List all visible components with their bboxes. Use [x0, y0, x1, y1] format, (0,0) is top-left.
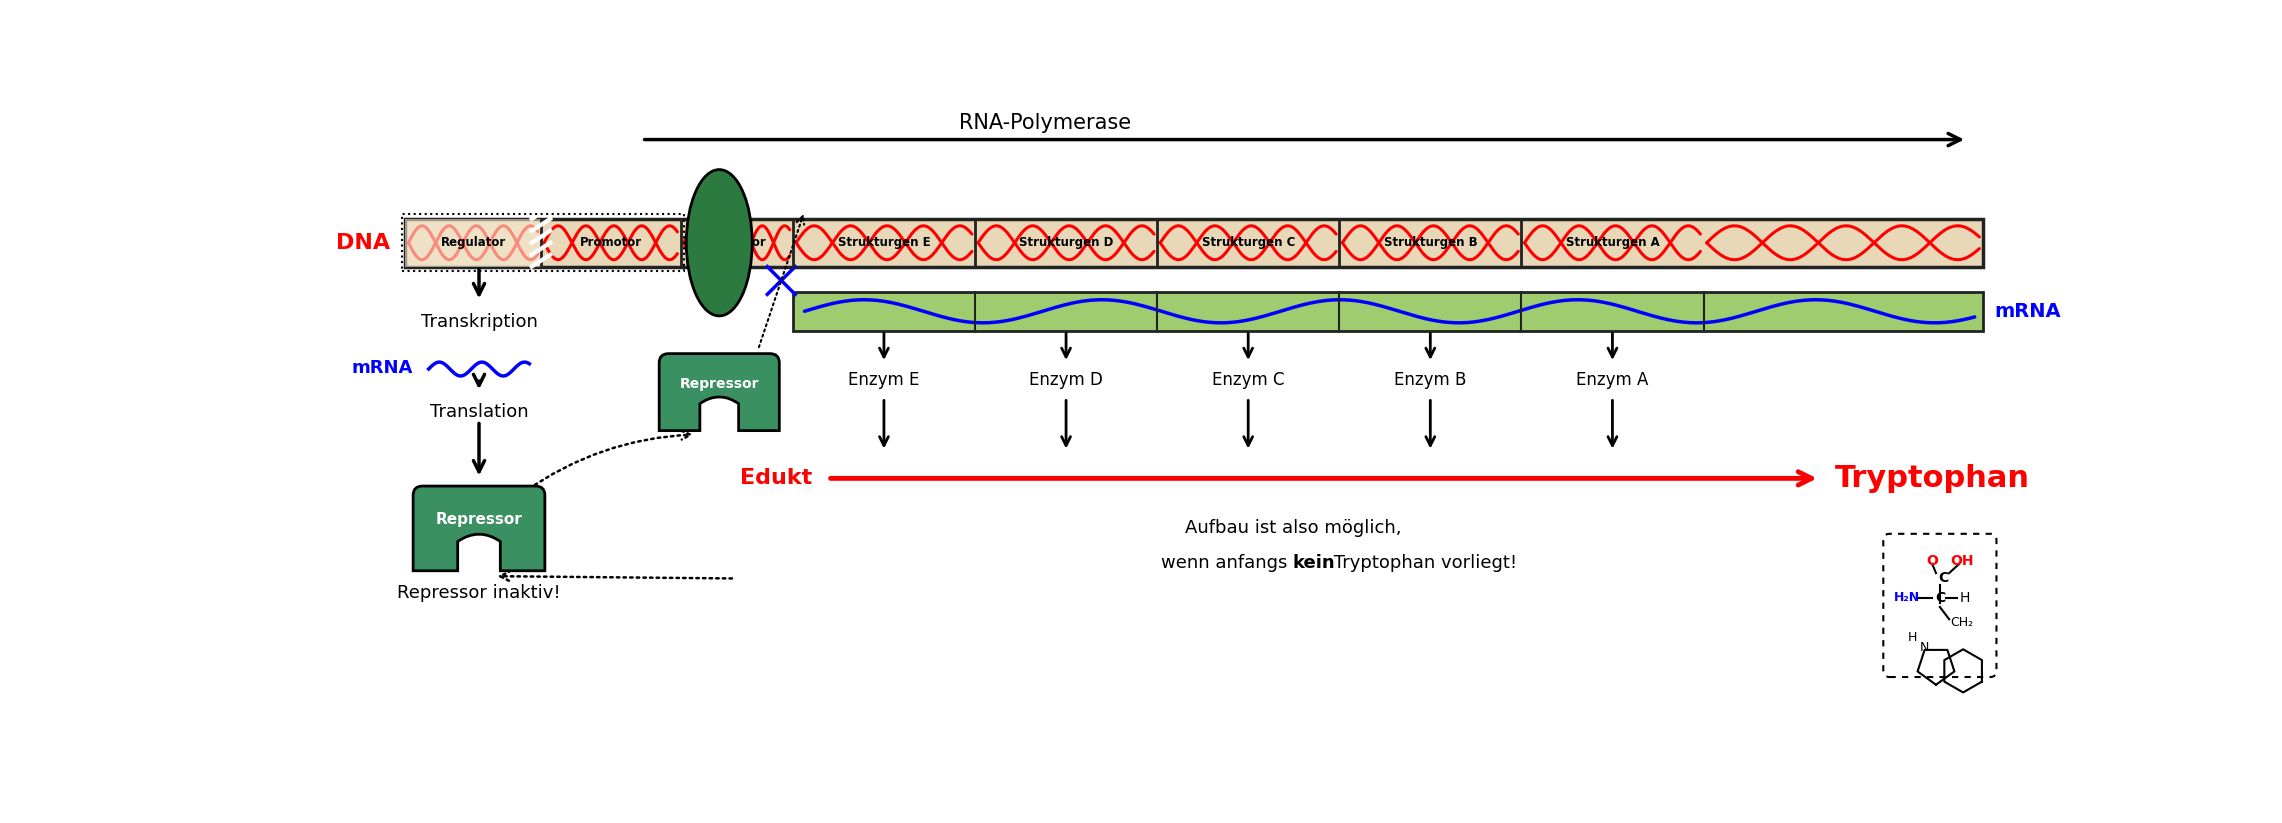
Text: H: H [1908, 631, 1917, 644]
Text: Repressor inaktiv!: Repressor inaktiv! [397, 584, 561, 602]
Text: mRNA: mRNA [1994, 302, 2061, 321]
Text: Tryptophan: Tryptophan [1835, 464, 2031, 493]
Text: Repressor: Repressor [436, 513, 523, 528]
Bar [402, 214, 685, 272]
Text: Aufbau ist also möglich,: Aufbau ist also möglich, [1184, 519, 1401, 537]
Text: H₂N: H₂N [1894, 591, 1921, 604]
Text: Enzym E: Enzym E [849, 370, 920, 388]
Text: Enzym B: Enzym B [1394, 370, 1467, 388]
Text: Enzym C: Enzym C [1212, 370, 1285, 388]
Text: Strukturgen B: Strukturgen B [1383, 236, 1476, 249]
Text: C: C [1935, 591, 1944, 605]
Text: Regulator: Regulator [440, 236, 507, 249]
Text: Edukt: Edukt [739, 468, 812, 488]
Text: O: O [1926, 554, 1937, 568]
Text: Strukturgen D: Strukturgen D [1018, 236, 1114, 249]
Bar [406, 219, 1983, 267]
Text: mRNA: mRNA [351, 360, 413, 377]
Text: kein: kein [1292, 554, 1335, 572]
PathPatch shape [659, 354, 780, 430]
Text: Strukturgen A: Strukturgen A [1565, 236, 1659, 249]
Text: DNA: DNA [335, 233, 390, 253]
Text: Tryptophan vorliegt!: Tryptophan vorliegt! [1328, 554, 1518, 572]
Text: Promotor: Promotor [580, 236, 641, 249]
Text: RNA-Polymerase: RNA-Polymerase [958, 114, 1132, 133]
Text: Repressor: Repressor [680, 378, 760, 392]
Ellipse shape [687, 170, 753, 316]
Text: CH₂: CH₂ [1951, 616, 1974, 629]
Text: Operator: Operator [707, 236, 767, 249]
Text: Transkription: Transkription [420, 313, 539, 331]
Bar [792, 292, 1983, 331]
Text: Strukturgen E: Strukturgen E [837, 236, 931, 249]
Text: OH: OH [1949, 554, 1974, 568]
PathPatch shape [413, 486, 545, 571]
Text: Translation: Translation [429, 403, 529, 421]
Text: C: C [1940, 571, 1949, 585]
Bar [406, 219, 541, 267]
Text: Enzym A: Enzym A [1577, 370, 1648, 388]
Text: H: H [1960, 591, 1969, 605]
Text: N: N [1919, 641, 1928, 654]
Text: wenn anfangs: wenn anfangs [1162, 554, 1292, 572]
Text: Strukturgen C: Strukturgen C [1203, 236, 1294, 249]
Text: Enzym D: Enzym D [1029, 370, 1102, 388]
